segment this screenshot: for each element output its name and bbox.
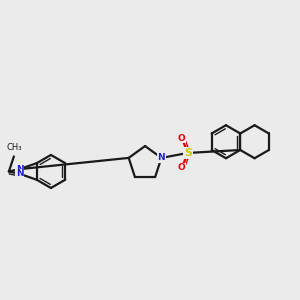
Text: O: O <box>178 163 186 172</box>
Text: S: S <box>184 148 192 158</box>
Text: N: N <box>158 153 165 162</box>
Text: N: N <box>16 169 23 178</box>
Text: CH₃: CH₃ <box>6 143 22 152</box>
Text: O: O <box>178 134 186 142</box>
Text: N: N <box>16 165 23 174</box>
